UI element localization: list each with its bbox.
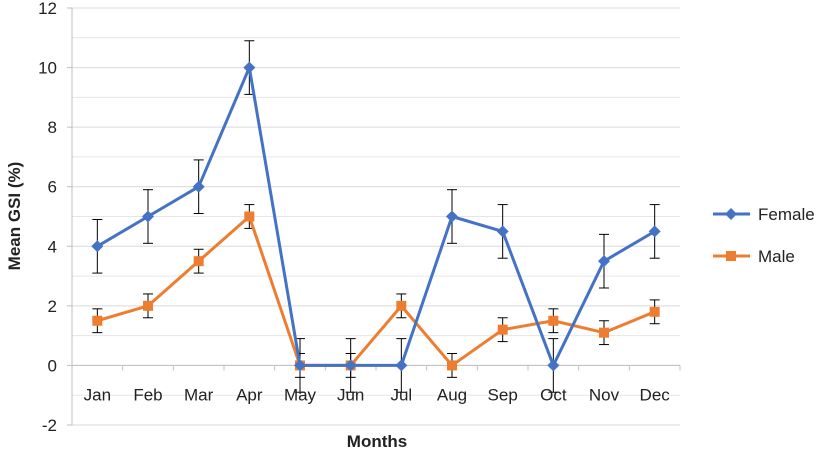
x-tick-label: Jul xyxy=(390,385,412,404)
x-tick-label: Mar xyxy=(184,385,214,404)
x-tick-label: Apr xyxy=(236,385,263,404)
data-point-male xyxy=(497,324,508,335)
series-line-male xyxy=(96,215,656,367)
x-tick-label: May xyxy=(284,385,317,404)
y-tick-labels: -2 0 2 4 6 8 10 12 xyxy=(38,0,57,435)
x-tick-label: Sep xyxy=(488,385,518,404)
data-point-male xyxy=(548,315,559,326)
series-layer xyxy=(91,61,661,372)
data-point-male xyxy=(447,360,457,371)
legend-item-male: Male xyxy=(713,247,795,266)
data-point-male xyxy=(244,211,255,222)
x-axis-title: Months xyxy=(347,432,407,451)
legend-label: Male xyxy=(758,247,795,266)
data-point-male xyxy=(143,300,153,311)
data-point-female xyxy=(648,225,661,238)
x-tick-label: Aug xyxy=(437,385,467,404)
data-point-male xyxy=(92,315,103,326)
data-point-female xyxy=(294,359,306,372)
y-tick-label: 0 xyxy=(48,356,57,375)
legend-item-female: Female xyxy=(713,205,815,224)
data-point-male xyxy=(193,256,204,267)
y-tick-label: 2 xyxy=(48,297,57,316)
y-axis-title: Mean GSI (%) xyxy=(5,162,24,271)
y-tick-label: 12 xyxy=(38,0,57,18)
x-tick-label: Dec xyxy=(640,385,671,404)
legend-marker xyxy=(725,208,737,220)
x-tick-label: Nov xyxy=(589,385,620,404)
data-point-male xyxy=(649,306,660,317)
data-point-female xyxy=(598,255,610,268)
legend: Female Male xyxy=(713,205,815,266)
x-tick-label: Jun xyxy=(337,385,364,404)
x-tick-label: Feb xyxy=(133,385,162,404)
data-point-male xyxy=(599,327,609,338)
y-tick-label: 4 xyxy=(48,237,57,256)
data-point-female xyxy=(395,359,408,372)
data-point-male xyxy=(396,300,407,311)
y-tick-label: 10 xyxy=(38,59,57,78)
data-point-female xyxy=(91,240,104,253)
data-point-female xyxy=(496,225,509,238)
x-tick-labels: Jan Feb Mar Apr May Jun Jul Aug Sep Oct Nov Dec xyxy=(84,385,671,404)
y-tick-label: -2 xyxy=(42,416,57,435)
grid-layer xyxy=(72,7,680,426)
data-point-female xyxy=(344,359,357,372)
legend-label: Female xyxy=(758,205,815,224)
y-tick-label: 8 xyxy=(48,118,57,137)
data-point-female xyxy=(446,210,458,223)
legend-marker xyxy=(726,251,736,261)
data-point-female xyxy=(192,180,205,193)
x-tick-label: Oct xyxy=(540,385,567,404)
data-point-female xyxy=(547,359,560,372)
x-tick-label: Jan xyxy=(84,385,111,404)
data-point-female xyxy=(243,61,256,74)
series-line-female xyxy=(96,66,656,367)
data-point-female xyxy=(142,210,154,223)
y-tick-label: 6 xyxy=(48,178,57,197)
